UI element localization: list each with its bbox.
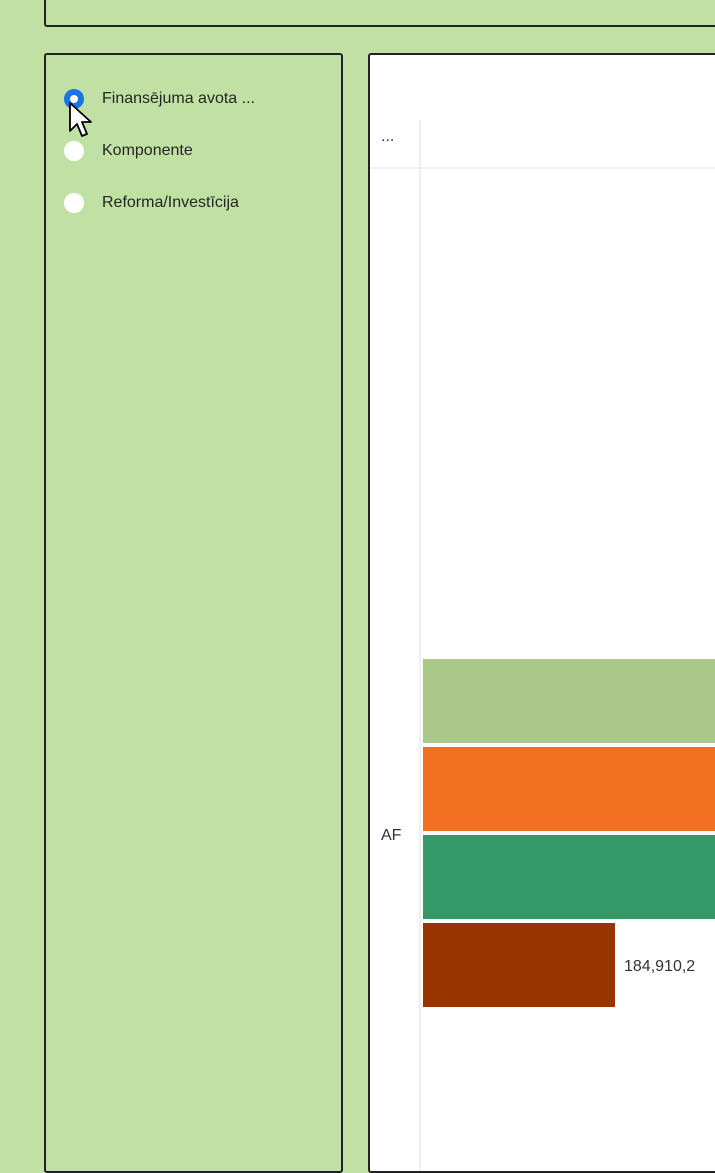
bar-chart-visual[interactable]: ... AF 184,910,2 (368, 53, 715, 1173)
top-panel (44, 0, 715, 27)
data-label: 184,910,2 (624, 958, 695, 975)
radio-unselected-icon[interactable] (64, 193, 84, 213)
slicer-panel: Finansējuma avota ... Komponente Reforma… (44, 53, 343, 1173)
more-options-button[interactable]: ... (381, 128, 394, 145)
radio-unselected-icon[interactable] (64, 141, 84, 161)
radio-option-finansejuma-avots[interactable]: Finansējuma avota ... (64, 87, 255, 111)
bar-chart: ... AF 184,910,2 (370, 120, 715, 1171)
radio-selected-icon[interactable] (64, 89, 84, 109)
radio-label: Komponente (102, 142, 193, 159)
radio-label: Reforma/Investīcija (102, 194, 239, 211)
bar-series-4[interactable] (423, 923, 615, 1007)
bar-series-3[interactable] (423, 835, 715, 919)
bar-series-1[interactable] (423, 659, 715, 743)
bar-series-2[interactable] (423, 747, 715, 831)
category-label: AF (381, 827, 402, 844)
radio-label: Finansējuma avota ... (102, 90, 255, 107)
radio-option-komponente[interactable]: Komponente (64, 139, 193, 163)
radio-option-reforma-investicija[interactable]: Reforma/Investīcija (64, 191, 239, 215)
